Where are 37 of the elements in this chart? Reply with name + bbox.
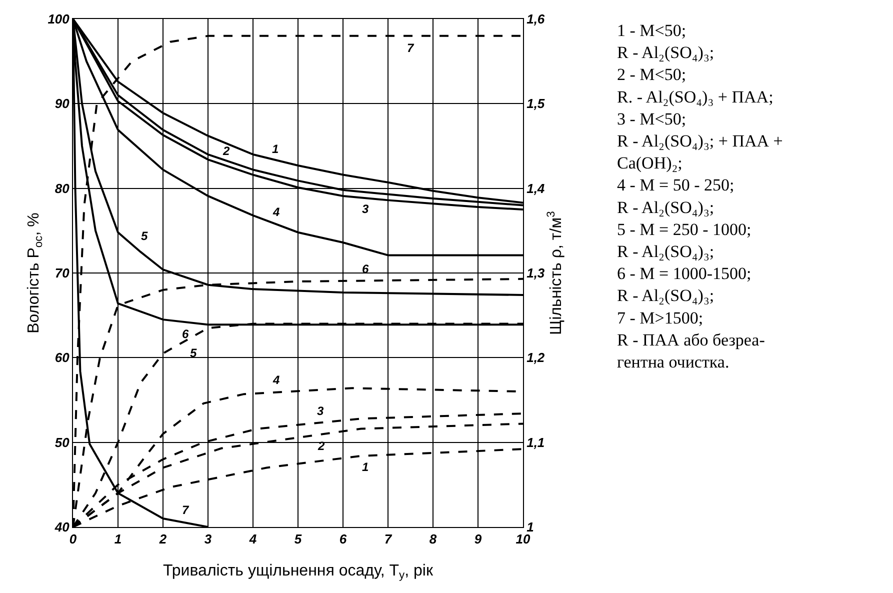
series-label: 1: [272, 142, 279, 156]
y-tick-label: 50: [54, 434, 70, 450]
y2-tick-label: 1,4: [526, 180, 546, 196]
x-tick-label: 2: [158, 532, 168, 547]
x-tick-label: 6: [339, 532, 348, 547]
series-label: 3: [362, 202, 369, 216]
series-label: 7: [407, 41, 415, 55]
series-label: 4: [272, 373, 280, 387]
y2-tick-label: 1,5: [526, 96, 546, 112]
x-tick-label: 7: [384, 532, 392, 547]
y-tick-label: 40: [54, 520, 70, 535]
y2-tick-label: 1,6: [526, 12, 546, 27]
series-label: 3: [317, 404, 324, 418]
y2-tick-label: 1,3: [526, 266, 546, 281]
y-tick-label: 100: [48, 12, 70, 27]
x-tick-label: 1: [114, 532, 122, 547]
y-tick-label: 60: [54, 350, 70, 366]
series-label: 1: [362, 460, 369, 474]
series-label: 6: [182, 327, 189, 341]
text: 1 - M<50; R - Al₂(SO₄)₃; 2 - M<50; R. - Al₂(SO₄)₃ + ПАА; 3 - M<50; R - Al₂(SO₄)₃; + ПАА + Ca(OH)₂; 4 - M = 50 - 250; R - Al₂(SO₄)₃; 5 - M = 250 - 1000; R - Al₂(SO₄)₃; 6 - M = 1000-1500; R - Al₂(SO₄)₃; 7 - M>1500; R - ПАА або безреа- гентна очистка.: [617, 21, 783, 372]
x-tick-label: 3: [204, 532, 212, 547]
y-tick-label: 70: [54, 266, 70, 281]
series-label: 5: [190, 346, 197, 360]
series-label: 7: [182, 503, 190, 517]
series-label: 5: [141, 229, 148, 243]
y-tick-label: 80: [54, 180, 70, 196]
x-axis-title: Тривалість ущільнення осаду, T$_{у}$, рік: [163, 562, 434, 582]
y2-tick-label: 1,2: [526, 350, 546, 366]
series-label: 4: [272, 205, 280, 219]
x-tick-label: 5: [294, 532, 302, 547]
x-tick-label: 4: [248, 532, 258, 547]
series-label: 2: [222, 144, 230, 158]
x-tick-label: 8: [429, 532, 438, 547]
y2-tick-label: 1,1: [526, 434, 545, 450]
x-tick-label: 0: [69, 532, 78, 547]
y-tick-label: 90: [54, 96, 70, 112]
x-tick-label: 9: [474, 532, 482, 547]
